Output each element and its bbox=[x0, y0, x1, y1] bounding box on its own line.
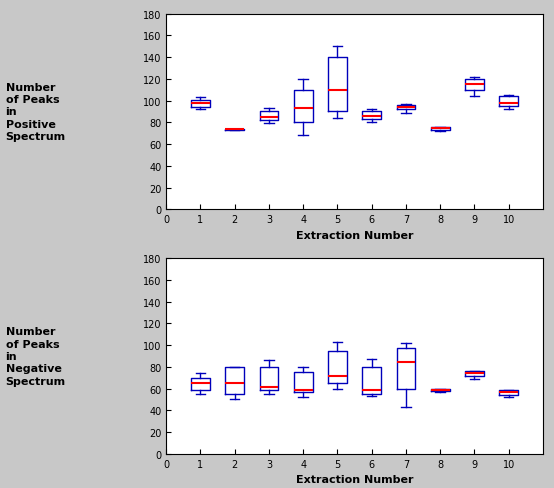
X-axis label: Extraction Number: Extraction Number bbox=[296, 230, 413, 240]
Text: Number
of Peaks
in
Positive
Spectrum: Number of Peaks in Positive Spectrum bbox=[6, 82, 66, 142]
Text: Number
of Peaks
in
Negative
Spectrum: Number of Peaks in Negative Spectrum bbox=[6, 326, 66, 386]
X-axis label: Extraction Number: Extraction Number bbox=[296, 474, 413, 484]
